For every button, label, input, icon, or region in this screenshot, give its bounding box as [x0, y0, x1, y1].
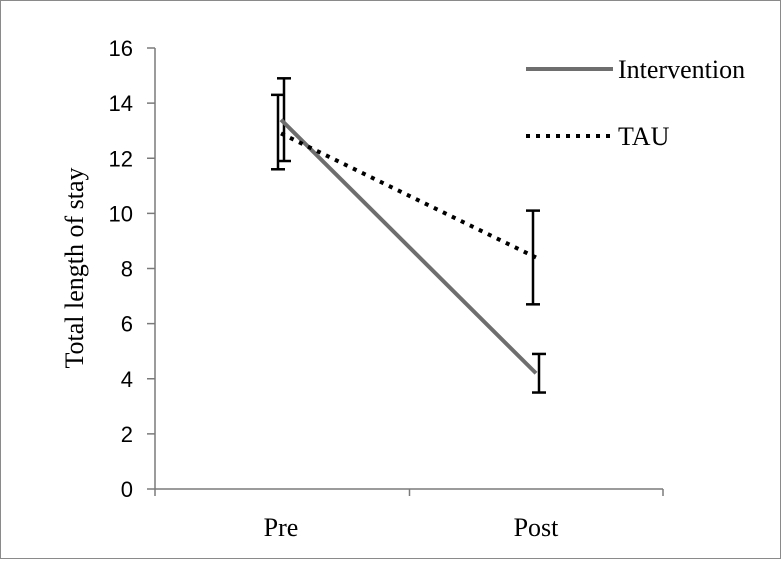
legend-label-intervention: Intervention — [618, 55, 745, 84]
error-bars — [271, 77, 546, 394]
y-tick-label: 6 — [121, 312, 133, 337]
y-tick-label: 0 — [121, 477, 133, 502]
y-tick-label: 2 — [121, 422, 133, 447]
axes: 0 2 4 6 8 10 12 14 16 Pre Post — [109, 36, 664, 542]
y-tick-label: 4 — [121, 367, 133, 392]
series-line-intervention — [279, 118, 538, 375]
legend: Intervention TAU — [526, 55, 745, 151]
y-tick-label: 10 — [109, 201, 133, 226]
series-line-tau — [280, 131, 537, 260]
y-axis-title: Total length of stay — [60, 167, 89, 368]
y-tick-label: 12 — [109, 146, 133, 171]
y-tick-label: 14 — [109, 91, 133, 116]
legend-label-tau: TAU — [618, 122, 670, 151]
y-tick-label: 16 — [109, 36, 133, 61]
x-tick-label: Post — [514, 513, 560, 542]
y-tick-label: 8 — [121, 257, 133, 282]
x-tick-label: Pre — [264, 513, 299, 542]
series-lines — [279, 118, 538, 375]
